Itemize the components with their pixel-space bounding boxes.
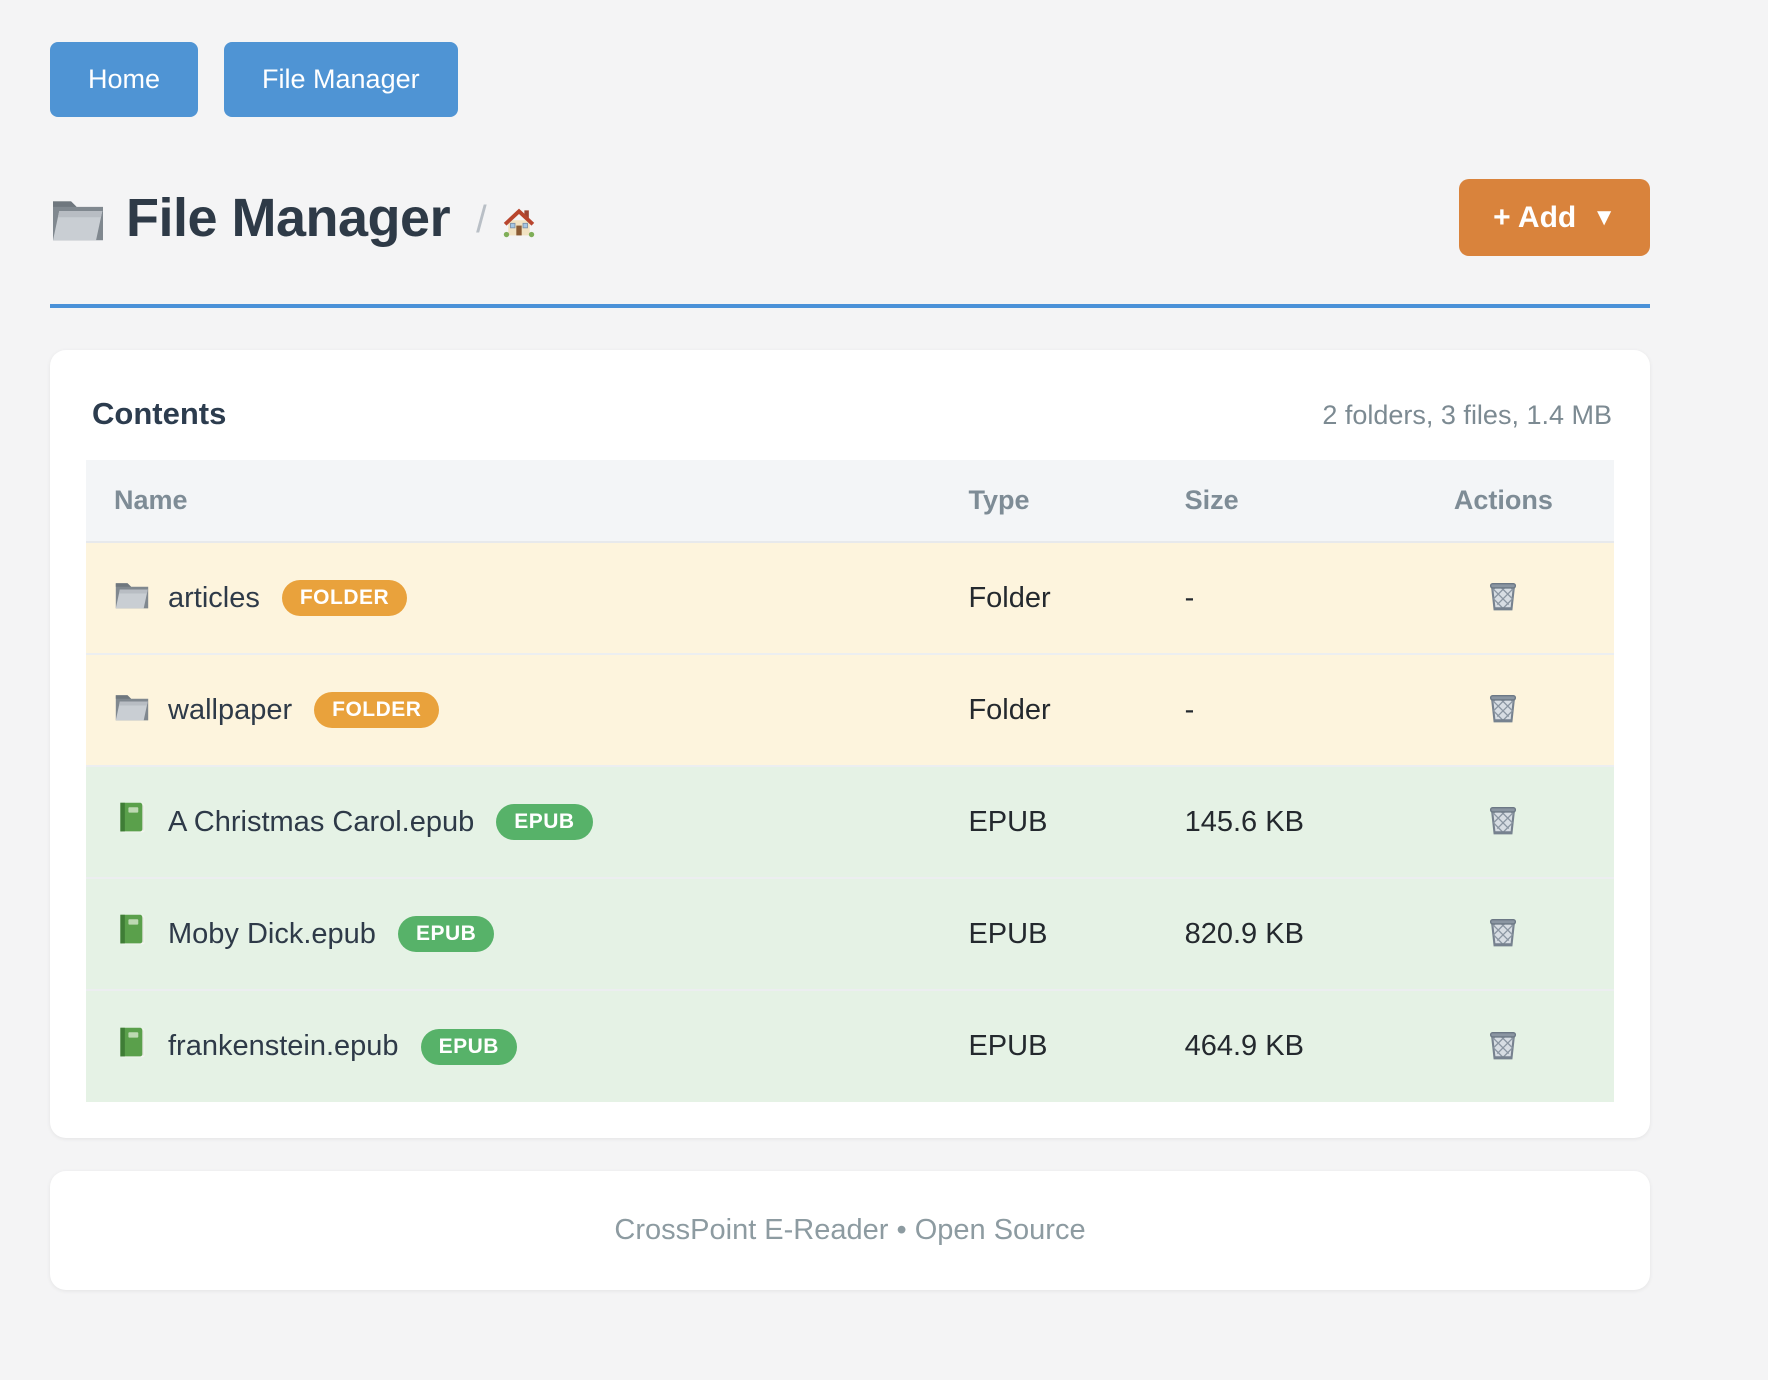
type-cell: Folder (940, 541, 1157, 654)
file-name-link[interactable]: A Christmas Carol.epub (168, 805, 475, 838)
folder-icon (115, 583, 149, 609)
size-cell: 145.6 KB (1156, 765, 1393, 878)
table-row: articles FOLDER Folder - (86, 541, 1614, 654)
add-button-label: + Add (1493, 200, 1577, 234)
size-cell: 464.9 KB (1156, 989, 1393, 1102)
column-header-actions: Actions (1392, 460, 1614, 542)
trash-icon (1490, 918, 1517, 947)
size-cell: - (1156, 541, 1393, 654)
delete-button[interactable] (1480, 796, 1526, 844)
book-icon (120, 802, 145, 833)
top-nav: Home File Manager (50, 0, 1650, 117)
trash-icon (1490, 1031, 1517, 1059)
table-row: frankenstein.epub EPUB EPUB 464.9 KB (86, 989, 1614, 1102)
type-badge: EPUB (420, 1028, 517, 1065)
contents-title: Contents (92, 396, 227, 431)
column-header-size: Size (1156, 460, 1393, 542)
size-cell: - (1156, 653, 1393, 766)
delete-button[interactable] (1480, 908, 1526, 956)
book-icon (120, 914, 145, 945)
size-cell: 820.9 KB (1156, 877, 1393, 990)
folder-icon (115, 695, 149, 721)
type-badge: FOLDER (314, 692, 440, 728)
page-title: File Manager (126, 187, 451, 248)
caret-down-icon: ▼ (1592, 203, 1616, 231)
table-row: A Christmas Carol.epub EPUB EPUB 145.6 K… (86, 765, 1614, 878)
footer: CrossPoint E-Reader • Open Source (50, 1171, 1650, 1290)
type-cell: EPUB (940, 877, 1157, 990)
files-table: Name Type Size Actions articles FOLDER F… (86, 460, 1614, 1102)
nav-button-home[interactable]: Home (50, 42, 199, 117)
header-divider (50, 304, 1650, 308)
contents-card: Contents 2 folders, 3 files, 1.4 MB Name… (50, 350, 1650, 1138)
trash-icon (1490, 582, 1517, 611)
delete-button[interactable] (1480, 684, 1526, 732)
contents-summary: 2 folders, 3 files, 1.4 MB (1322, 400, 1612, 430)
type-badge: EPUB (496, 804, 593, 840)
trash-icon (1490, 806, 1517, 835)
page-container: Home File Manager File Manager / + Add ▼ (50, 0, 1650, 1290)
home-icon[interactable] (501, 205, 537, 239)
book-icon (120, 1027, 145, 1057)
type-cell: Folder (940, 653, 1157, 766)
table-body: articles FOLDER Folder - (86, 541, 1614, 1102)
file-name-link[interactable]: Moby Dick.epub (168, 917, 376, 950)
table-header-row: Name Type Size Actions (86, 460, 1614, 542)
contents-card-header: Contents 2 folders, 3 files, 1.4 MB (86, 386, 1614, 460)
table-row: Moby Dick.epub EPUB EPUB 820.9 KB (86, 877, 1614, 990)
file-name-link[interactable]: articles (168, 581, 260, 614)
column-header-type: Type (940, 460, 1157, 542)
file-name-link[interactable]: wallpaper (168, 693, 293, 726)
delete-button[interactable] (1480, 572, 1526, 620)
table-row: wallpaper FOLDER Folder - (86, 653, 1614, 766)
type-badge: EPUB (397, 916, 495, 952)
add-button[interactable]: + Add ▼ (1459, 179, 1650, 256)
column-header-name: Name (86, 460, 941, 542)
nav-button-file-manager[interactable]: File Manager (224, 42, 458, 117)
file-name-link[interactable]: frankenstein.epub (168, 1030, 399, 1062)
delete-button[interactable] (1480, 1021, 1526, 1069)
page-header: File Manager / + Add ▼ (50, 179, 1650, 256)
footer-text: CrossPoint E-Reader • Open Source (614, 1214, 1086, 1246)
breadcrumb-separator: / (476, 199, 487, 241)
open-folder-icon (53, 200, 103, 240)
type-badge: FOLDER (281, 580, 408, 616)
trash-icon (1490, 694, 1517, 723)
type-cell: EPUB (940, 765, 1157, 878)
type-cell: EPUB (940, 989, 1157, 1102)
